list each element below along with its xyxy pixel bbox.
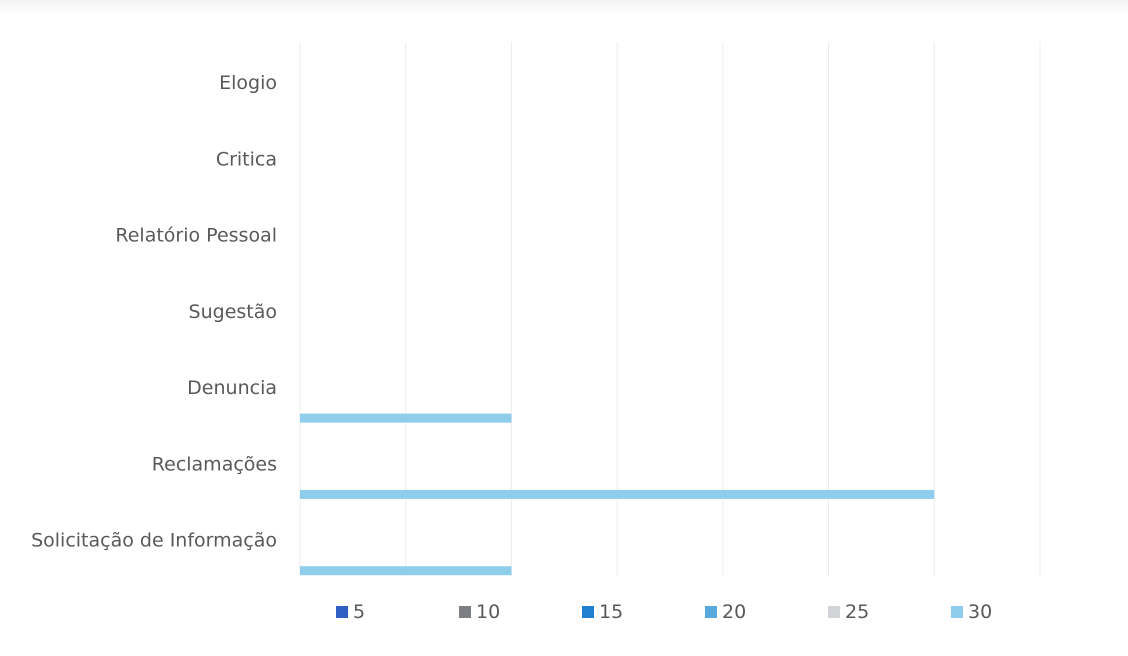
category-label: Sugestão — [189, 301, 277, 323]
category-label: Denuncia — [187, 377, 277, 399]
legend-label-25: 25 — [845, 601, 869, 623]
category-label: Relatório Pessoal — [115, 225, 277, 247]
bar-30-5 — [300, 489, 935, 499]
legend-label-10: 10 — [476, 601, 500, 623]
category-label: Elogio — [219, 72, 277, 94]
legend-swatch-15 — [582, 606, 594, 618]
legend: 5 10 15 20 25 30 — [336, 601, 992, 623]
legend-label-30: 30 — [968, 601, 992, 623]
bar-30-4 — [300, 413, 512, 423]
bars — [300, 413, 935, 576]
legend-label-20: 20 — [722, 601, 746, 623]
legend-swatch-10 — [459, 606, 471, 618]
scan-top-edge — [0, 0, 1128, 14]
category-labels: Elogio Critica Relatório Pessoal Sugestão De… — [31, 72, 277, 552]
legend-label-5: 5 — [353, 601, 365, 623]
legend-swatch-30 — [951, 606, 963, 618]
category-label: Critica — [216, 148, 277, 170]
legend-swatch-5 — [336, 606, 348, 618]
category-label: Reclamações — [152, 453, 277, 475]
bar-30-6 — [300, 566, 512, 576]
legend-swatch-25 — [828, 606, 840, 618]
legend-label-15: 15 — [599, 601, 623, 623]
category-label: Solicitação de Informação — [31, 530, 277, 552]
grid-lines — [299, 42, 1041, 576]
legend-swatch-20 — [705, 606, 717, 618]
